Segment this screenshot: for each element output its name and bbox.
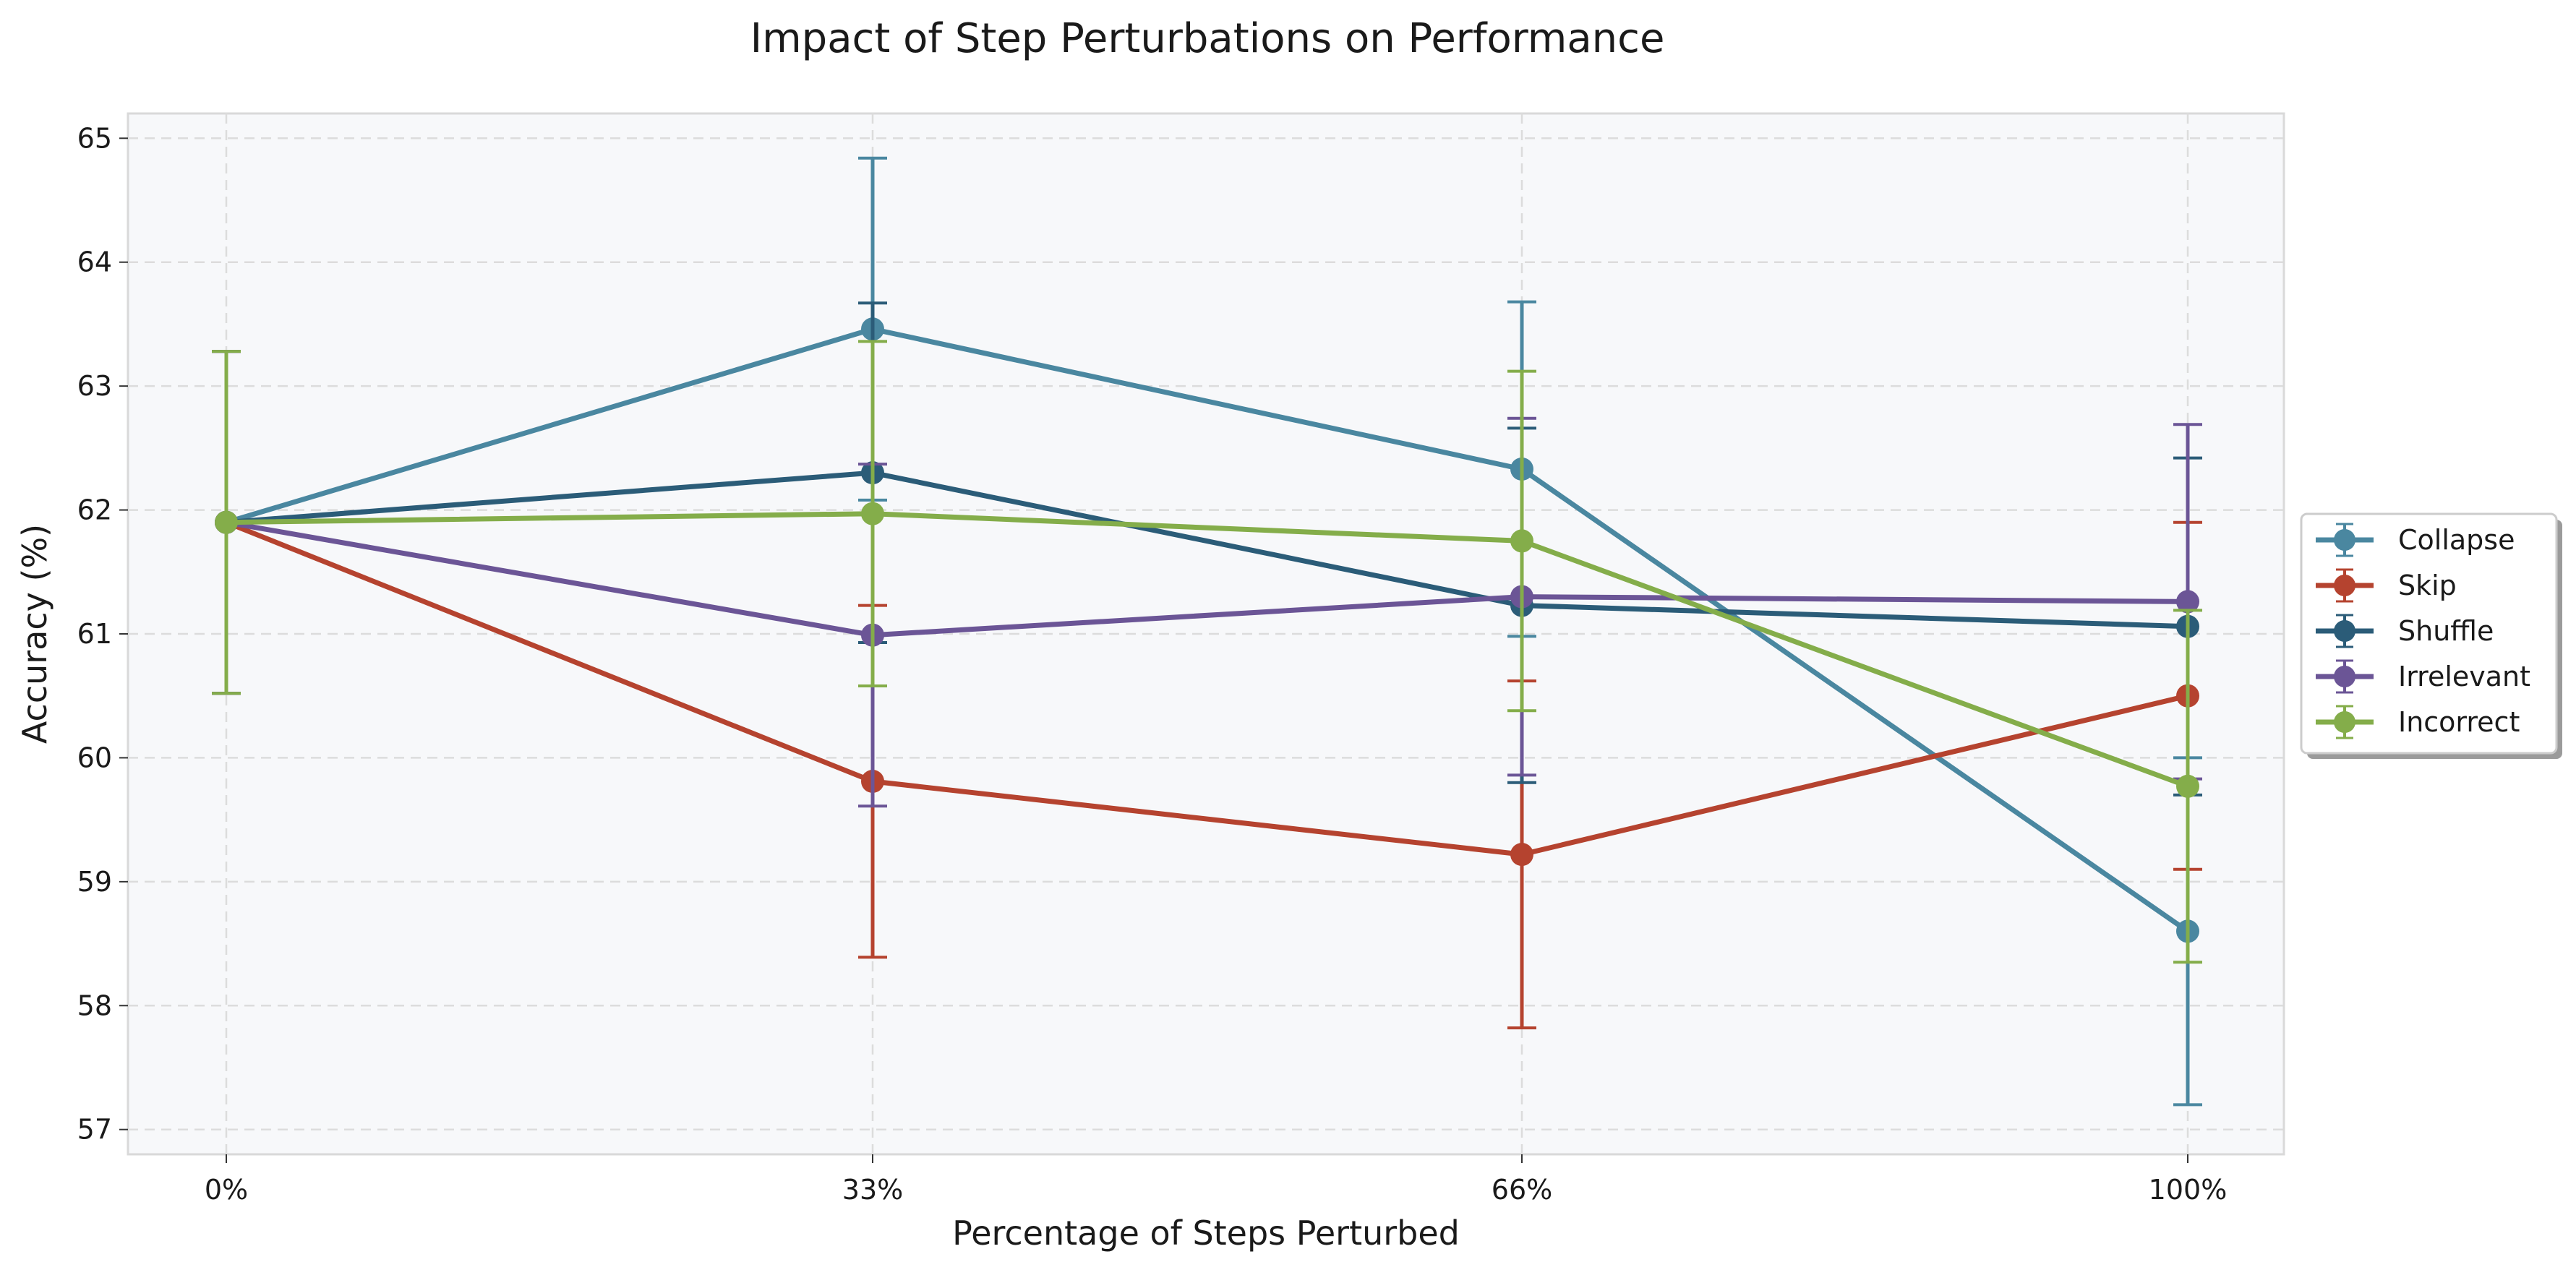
legend-label-incorrect: Incorrect (2398, 706, 2520, 738)
series-line-incorrect (226, 511, 2189, 789)
x-tick-label: 100% (2149, 1174, 2228, 1206)
y-tick-label: 58 (77, 989, 112, 1021)
legend: Collapse Skip Shuffle Irrelevant Incorrect (2300, 512, 2562, 759)
series-line-collapse (225, 326, 2189, 934)
data-point-incorrect (2176, 774, 2199, 798)
y-axis-ticks: 57 58 59 60 61 62 63 64 65 (77, 122, 128, 1146)
legend-marker-skip (2334, 575, 2355, 596)
legend-marker-shuffle (2334, 620, 2355, 642)
legend-label-shuffle: Shuffle (2398, 615, 2494, 647)
data-point-incorrect (215, 510, 238, 534)
data-point-incorrect (1510, 529, 1533, 553)
x-tick-label: 66% (1492, 1174, 1552, 1206)
y-tick-label: 57 (77, 1114, 112, 1146)
y-tick-label: 59 (77, 866, 112, 898)
legend-marker-irrelevant (2334, 666, 2355, 687)
y-axis-label: Accuracy (%) (15, 524, 54, 744)
y-tick-label: 65 (77, 122, 112, 154)
legend-label-irrelevant: Irrelevant (2398, 661, 2530, 692)
x-axis-ticks: 0% 33% 66% 100% (205, 1154, 2227, 1206)
series-incorrect (212, 340, 2202, 964)
series-line-irrelevant (226, 520, 2188, 638)
x-tick-label: 0% (205, 1174, 248, 1206)
y-tick-label: 62 (77, 494, 112, 526)
chart-title: Impact of Step Perturbations on Performa… (750, 15, 1665, 62)
series-line-shuffle (226, 470, 2188, 630)
y-tick-label: 61 (77, 618, 112, 650)
data-point-irrelevant (2176, 590, 2199, 614)
data-point-skip (1510, 843, 1533, 867)
series-group (212, 156, 2202, 1107)
y-tick-label: 63 (77, 370, 112, 402)
legend-label-skip: Skip (2398, 570, 2457, 601)
legend-label-collapse: Collapse (2398, 524, 2515, 556)
x-tick-label: 33% (842, 1174, 903, 1206)
legend-marker-incorrect (2334, 711, 2355, 733)
legend-marker-collapse (2334, 529, 2355, 551)
y-tick-label: 64 (77, 246, 112, 278)
x-axis-label: Percentage of Steps Perturbed (952, 1214, 1460, 1253)
y-tick-label: 60 (77, 742, 112, 773)
data-point-incorrect (861, 502, 884, 525)
legend-box (2300, 512, 2558, 755)
series-line-skip (225, 520, 2188, 857)
